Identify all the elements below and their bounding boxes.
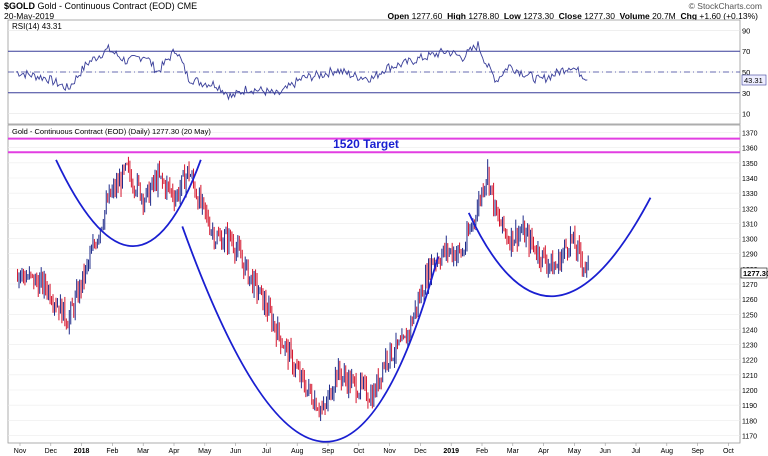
x-tick-label: Aug: [291, 448, 304, 455]
price-tick-label: 1250: [742, 312, 758, 319]
x-tick-label: Feb: [106, 448, 118, 455]
price-axis: 1370136013501340133013201310130012901280…: [742, 131, 758, 441]
symbol: $GOLD: [4, 1, 36, 11]
rsi-tick-label: 50: [742, 68, 750, 77]
x-tick-label: Sep: [322, 448, 335, 455]
price-tick-label: 1180: [742, 418, 757, 425]
rsi-tick-label: 10: [742, 110, 750, 119]
price-tick-label: 1320: [742, 206, 758, 213]
x-tick-label: Jul: [262, 448, 271, 455]
x-tick-label: Dec: [414, 448, 427, 455]
target-label: 1520 Target: [333, 137, 399, 151]
rsi-panel: 90 70 50 30 10 RSI(14) 43.31 43.31: [7, 19, 767, 125]
watermark: © StockCharts.com: [688, 1, 762, 11]
x-tick-label: Mar: [137, 448, 150, 455]
chg-value: +1.60 (+0.13%): [699, 11, 758, 21]
price-tick-label: 1210: [742, 373, 758, 380]
pattern-arc: [467, 197, 652, 298]
price-tick-label: 1190: [742, 403, 757, 410]
chg-label: Chg: [680, 11, 698, 21]
x-tick-label: Aug: [661, 448, 674, 455]
pattern-arc: [181, 226, 439, 443]
pattern-arc: [55, 159, 202, 248]
x-tick-label: Apr: [538, 448, 550, 455]
x-tick-label: Nov: [14, 448, 27, 455]
price-tick-label: 1170: [742, 433, 757, 440]
x-tick-label: 2018: [74, 448, 90, 455]
x-tick-label: Oct: [353, 448, 364, 455]
rsi-current-badge: [741, 74, 767, 86]
price-tick-label: 1290: [742, 252, 758, 259]
pattern-overlays: [55, 159, 652, 443]
x-tick-label: 2019: [443, 448, 459, 455]
chart-date: 20-May-2019: [4, 11, 55, 21]
x-tick-label: Nov: [383, 448, 396, 455]
price-tick-label: 1340: [742, 176, 758, 183]
price-tick-label: 1220: [742, 358, 758, 365]
price-tick-label: 1370: [742, 131, 758, 138]
x-tick-label: Apr: [169, 448, 181, 455]
price-tick-label: 1200: [742, 388, 758, 395]
open-label: Open: [387, 11, 410, 21]
symbol-description: Gold - Continuous Contract (EOD) CME: [37, 1, 198, 11]
price-tick-label: 1260: [742, 297, 758, 304]
ohlc-readout: Open 1277.60 High 1278.80 Low 1273.30 Cl…: [388, 11, 758, 21]
target-band: [8, 137, 740, 154]
x-tick-label: May: [568, 448, 582, 455]
rsi-tick-label: 30: [742, 89, 750, 98]
volume-label: Volume: [619, 11, 650, 21]
x-axis: Nov Dec 2018 Feb Mar Apr May Jun Jul Aug Sep Oct Nov…: [14, 443, 734, 455]
rsi-current-value: 43.31: [744, 76, 763, 85]
price-tick-label: 1360: [742, 146, 758, 153]
close-value: 1277.30: [584, 11, 615, 21]
x-tick-label: May: [198, 448, 212, 455]
x-tick-label: Jul: [632, 448, 641, 455]
price-grid: [8, 132, 740, 436]
rsi-axis: 90 70 50 30 10: [742, 26, 750, 118]
price-tick-label: 1230: [742, 343, 758, 350]
volume-value: 20.7M: [652, 11, 676, 21]
low-value: 1273.30: [523, 11, 554, 21]
current-price-badge: [740, 267, 768, 279]
rsi-line: [15, 41, 588, 101]
low-label: Low: [503, 11, 521, 21]
close-label: Close: [558, 11, 582, 21]
price-tick-label: 1350: [742, 161, 758, 168]
price-tick-label: 1240: [742, 327, 758, 334]
rsi-tick-label: 70: [742, 47, 750, 56]
x-tick-label: Mar: [507, 448, 520, 455]
price-tick-label: 1310: [742, 221, 758, 228]
price-tick-label: 1270: [742, 282, 758, 289]
x-tick-label: Feb: [476, 448, 488, 455]
price-tick-label: 1330: [742, 191, 758, 198]
rsi-tick-label: 90: [742, 26, 750, 35]
rsi-legend-text: RSI(14) 43.31: [12, 22, 62, 31]
high-label: High: [447, 11, 466, 21]
x-tick-label: Sep: [691, 448, 704, 455]
x-tick-label: Dec: [45, 448, 58, 455]
rsi-legend: RSI(14) 43.31: [12, 22, 62, 31]
candles: [17, 156, 589, 422]
price-legend: Gold - Continuous Contract (EOD) (Daily)…: [12, 127, 211, 136]
x-tick-label: Jun: [600, 448, 611, 455]
x-tick-label: Jun: [230, 448, 241, 455]
price-tick-label: 1300: [742, 237, 758, 244]
high-value: 1278.80: [468, 11, 500, 21]
open-value: 1277.60: [411, 11, 443, 21]
x-tick-label: Oct: [723, 448, 734, 455]
current-price-value: 1277.30: [743, 269, 768, 278]
symbol-title: $GOLD Gold - Continuous Contract (EOD) C…: [4, 1, 197, 11]
price-panel: 1370136013501340133013201310130012901280…: [7, 124, 768, 444]
